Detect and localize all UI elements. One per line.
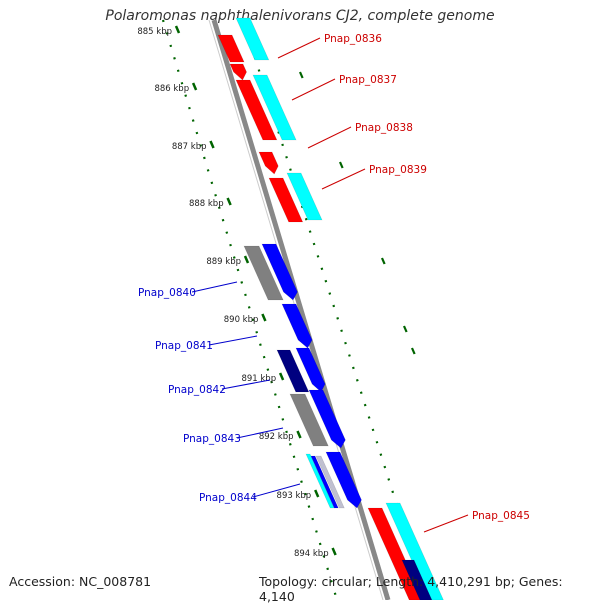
gene-label-pnap-0843: Pnap_0843 xyxy=(183,433,241,445)
cds-block-pnap-0836 xyxy=(218,35,245,62)
scale-tick xyxy=(209,140,215,149)
cds-block-pnap-0842 xyxy=(296,348,326,392)
cds-arrow-pnap-0838 xyxy=(259,152,279,174)
label-leader-line xyxy=(191,281,238,293)
scale-tick xyxy=(174,25,181,34)
scale-label: 893 kbp xyxy=(277,491,312,501)
feature-block-pnap-0845 xyxy=(386,503,444,600)
cds-arrow-small xyxy=(230,64,247,80)
feature-block-pnap-0840-outline xyxy=(243,245,284,301)
feature-blue-pnap-0844-outline xyxy=(310,455,339,509)
feature-grey-pnap-0844-outline xyxy=(315,455,345,509)
feature-block-pnap-0837-outline xyxy=(252,74,297,141)
scale-track: 885 kbp 886 kbp 887 kbp 888 kbp 889 kbp 890 k… xyxy=(137,25,337,559)
gc-dash-right xyxy=(298,71,304,79)
gc-dash-right xyxy=(402,325,408,333)
gene-label-pnap-0838: Pnap_0838 xyxy=(355,122,413,134)
feature-grey-pnap-0844 xyxy=(316,456,345,508)
cds-block-pnap-0841 xyxy=(282,304,313,348)
feature-block-pnap-0836 xyxy=(236,18,269,60)
gene-label-pnap-0844: Pnap_0844 xyxy=(199,492,257,504)
label-leader-line xyxy=(307,126,352,149)
scale-tick xyxy=(331,547,337,556)
cds-block-pnap-0843-outline xyxy=(308,389,346,449)
feature-block-pnap-0840 xyxy=(244,246,284,300)
scale-tick xyxy=(191,82,198,91)
label-leader-line xyxy=(277,37,321,59)
cds-block-pnap-0840-outline xyxy=(261,243,298,301)
cds-block-pnap-0844 xyxy=(326,452,362,508)
backbone-line xyxy=(211,19,391,600)
cds-block-pnap-0842-outline xyxy=(295,347,326,393)
gene-label-pnap-0839: Pnap_0839 xyxy=(369,164,427,176)
scale-label: 887 kbp xyxy=(172,142,207,152)
cds-block-pnap-0837-outline xyxy=(235,79,278,141)
cds-arrow-pnap-0838-outline xyxy=(258,151,279,175)
label-leader-line xyxy=(321,168,366,190)
cds-block-pnap-0840 xyxy=(262,244,298,300)
scale-label: 891 kbp xyxy=(241,374,276,384)
feature-track xyxy=(217,17,444,600)
cds-block-pnap-0843 xyxy=(309,390,346,448)
scale-tick xyxy=(278,372,285,381)
cds-arrow-small-outline xyxy=(229,63,247,81)
feature-block-bottom xyxy=(402,560,432,600)
scale-label: 885 kbp xyxy=(137,27,172,37)
gene-label-pnap-0836: Pnap_0836 xyxy=(324,33,382,45)
scale-tick xyxy=(243,255,250,264)
gene-label-pnap-0845: Pnap_0845 xyxy=(472,510,530,522)
label-leader-line xyxy=(252,483,301,498)
scale-tick xyxy=(261,313,267,322)
scale-tick xyxy=(226,197,232,206)
accession-text: Accession: NC_008781 xyxy=(9,574,152,589)
feature-block-pnap-0842 xyxy=(277,350,309,392)
scale-tick xyxy=(296,430,302,439)
cds-block-pnap-0837 xyxy=(236,80,277,140)
cds-block-pnap-0844-outline xyxy=(325,451,362,509)
gc-dash-right xyxy=(410,347,416,355)
gene-labels: Pnap_0836 Pnap_0837 Pnap_0838 Pnap_0839 Pnap… xyxy=(138,33,530,533)
scale-label: 889 kbp xyxy=(206,257,241,267)
gc-dash-right xyxy=(338,161,344,169)
cds-block-pnap-0839 xyxy=(269,178,303,222)
label-leader-line xyxy=(291,78,336,101)
label-leader-line xyxy=(208,335,258,346)
gene-label-pnap-0841: Pnap_0841 xyxy=(155,340,213,352)
cds-block-pnap-0836-outline xyxy=(217,34,245,63)
feature-block-pnap-0836-outline xyxy=(235,17,270,61)
cds-block-pnap-0845-outline xyxy=(367,507,424,600)
scale-label: 892 kbp xyxy=(259,432,294,442)
gene-label-pnap-0840: Pnap_0840 xyxy=(138,287,196,299)
label-leader-line xyxy=(221,379,271,390)
feature-block-pnap-0843 xyxy=(290,394,329,446)
gene-label-pnap-0842: Pnap_0842 xyxy=(168,384,226,396)
feature-block-pnap-0839 xyxy=(287,173,323,220)
label-leader-line xyxy=(423,514,469,533)
map-title: Polaromonas naphthalenivorans CJ2, compl… xyxy=(105,8,495,24)
cds-block-pnap-0841-outline xyxy=(281,303,313,349)
gc-dash-right xyxy=(380,257,386,265)
scale-label: 888 kbp xyxy=(189,199,224,209)
cds-block-pnap-0839-outline xyxy=(268,177,304,223)
scale-tick xyxy=(314,489,320,498)
gene-label-pnap-0837: Pnap_0837 xyxy=(339,74,397,86)
feature-block-pnap-0842-outline xyxy=(276,349,310,393)
feature-block-pnap-0843-outline xyxy=(289,393,329,447)
feature-cyan-pnap-0844 xyxy=(306,454,335,508)
feature-cyan-pnap-0844-outline xyxy=(305,453,335,509)
feature-block-pnap-0837 xyxy=(253,75,297,140)
scale-label: 890 kbp xyxy=(224,315,259,325)
feature-blue-pnap-0844 xyxy=(311,456,339,508)
feature-block-pnap-0839-outline xyxy=(286,172,323,221)
label-leader-line xyxy=(236,427,284,439)
cds-block-pnap-0845 xyxy=(368,508,424,600)
scale-label: 894 kbp xyxy=(294,549,329,559)
scale-label: 886 kbp xyxy=(154,84,189,94)
feature-block-bottom-outline xyxy=(401,559,433,600)
